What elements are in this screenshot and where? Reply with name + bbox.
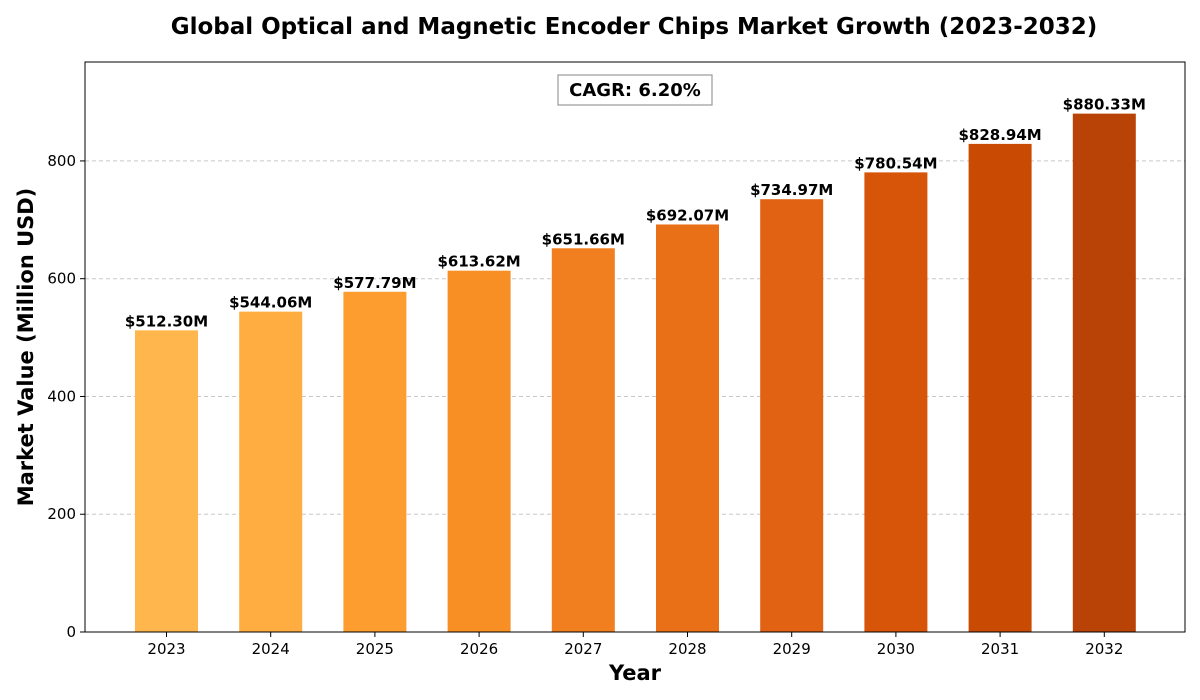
data-label-2032: $880.33M	[1063, 96, 1146, 114]
data-label-2026: $613.62M	[437, 253, 520, 271]
y-tick-label: 400	[47, 387, 76, 405]
x-tick-label: 2024	[252, 640, 290, 658]
cagr-annotation-box	[557, 74, 713, 106]
plot-frame	[84, 61, 1186, 633]
bar-2027	[551, 248, 615, 632]
bar-2031	[968, 143, 1032, 632]
bar-2032	[1072, 113, 1136, 633]
bars-layer	[135, 113, 1136, 633]
x-tick-label: 2025	[356, 640, 394, 658]
x-tick-label: 2030	[877, 640, 915, 658]
y-tick-label: 600	[47, 270, 76, 288]
x-axis-label: Year	[608, 661, 662, 685]
x-tick-label: 2032	[1085, 640, 1123, 658]
data-label-2023: $512.30M	[125, 312, 208, 330]
y-tick-label: 800	[47, 152, 76, 170]
cagr-annotation: CAGR: 6.20%	[557, 74, 713, 106]
bar-2024	[239, 311, 303, 632]
chart-title: Global Optical and Magnetic Encoder Chip…	[171, 14, 1098, 40]
x-tick-label: 2027	[564, 640, 602, 658]
x-tick-label: 2028	[668, 640, 706, 658]
x-tick-label: 2031	[981, 640, 1019, 658]
bar-2023	[135, 330, 198, 632]
x-tick-label: 2023	[147, 640, 185, 658]
data-labels-layer: $512.30M $544.06M $577.79M $613.62M $651.66M…	[125, 96, 1146, 331]
y-tick-label: 200	[47, 505, 76, 523]
data-label-2027: $651.66M	[542, 230, 625, 248]
x-tick-label: 2026	[460, 640, 498, 658]
data-label-2031: $828.94M	[958, 126, 1041, 144]
bar-2025	[343, 291, 407, 632]
bar-2028	[656, 224, 719, 633]
y-axis-ticks: 0 200 400 600 800	[47, 152, 85, 641]
data-label-2030: $780.54M	[854, 154, 937, 172]
y-axis-label: Market Value (Million USD)	[14, 188, 38, 507]
data-label-2028: $692.07M	[646, 206, 729, 224]
x-tick-label: 2029	[773, 640, 811, 658]
bar-2026	[447, 270, 511, 632]
y-tick-label: 0	[66, 623, 76, 641]
data-label-2024: $544.06M	[229, 294, 312, 312]
bar-2030	[864, 172, 928, 632]
data-label-2029: $734.97M	[750, 181, 833, 199]
cagr-annotation-text: CAGR: 6.20%	[569, 80, 701, 101]
data-label-2025: $577.79M	[333, 274, 416, 292]
x-axis-ticks: 2023 2024 2025 2026 2027 2028 2029 2030 2031 2032	[147, 632, 1123, 658]
bar-2029	[760, 199, 824, 632]
